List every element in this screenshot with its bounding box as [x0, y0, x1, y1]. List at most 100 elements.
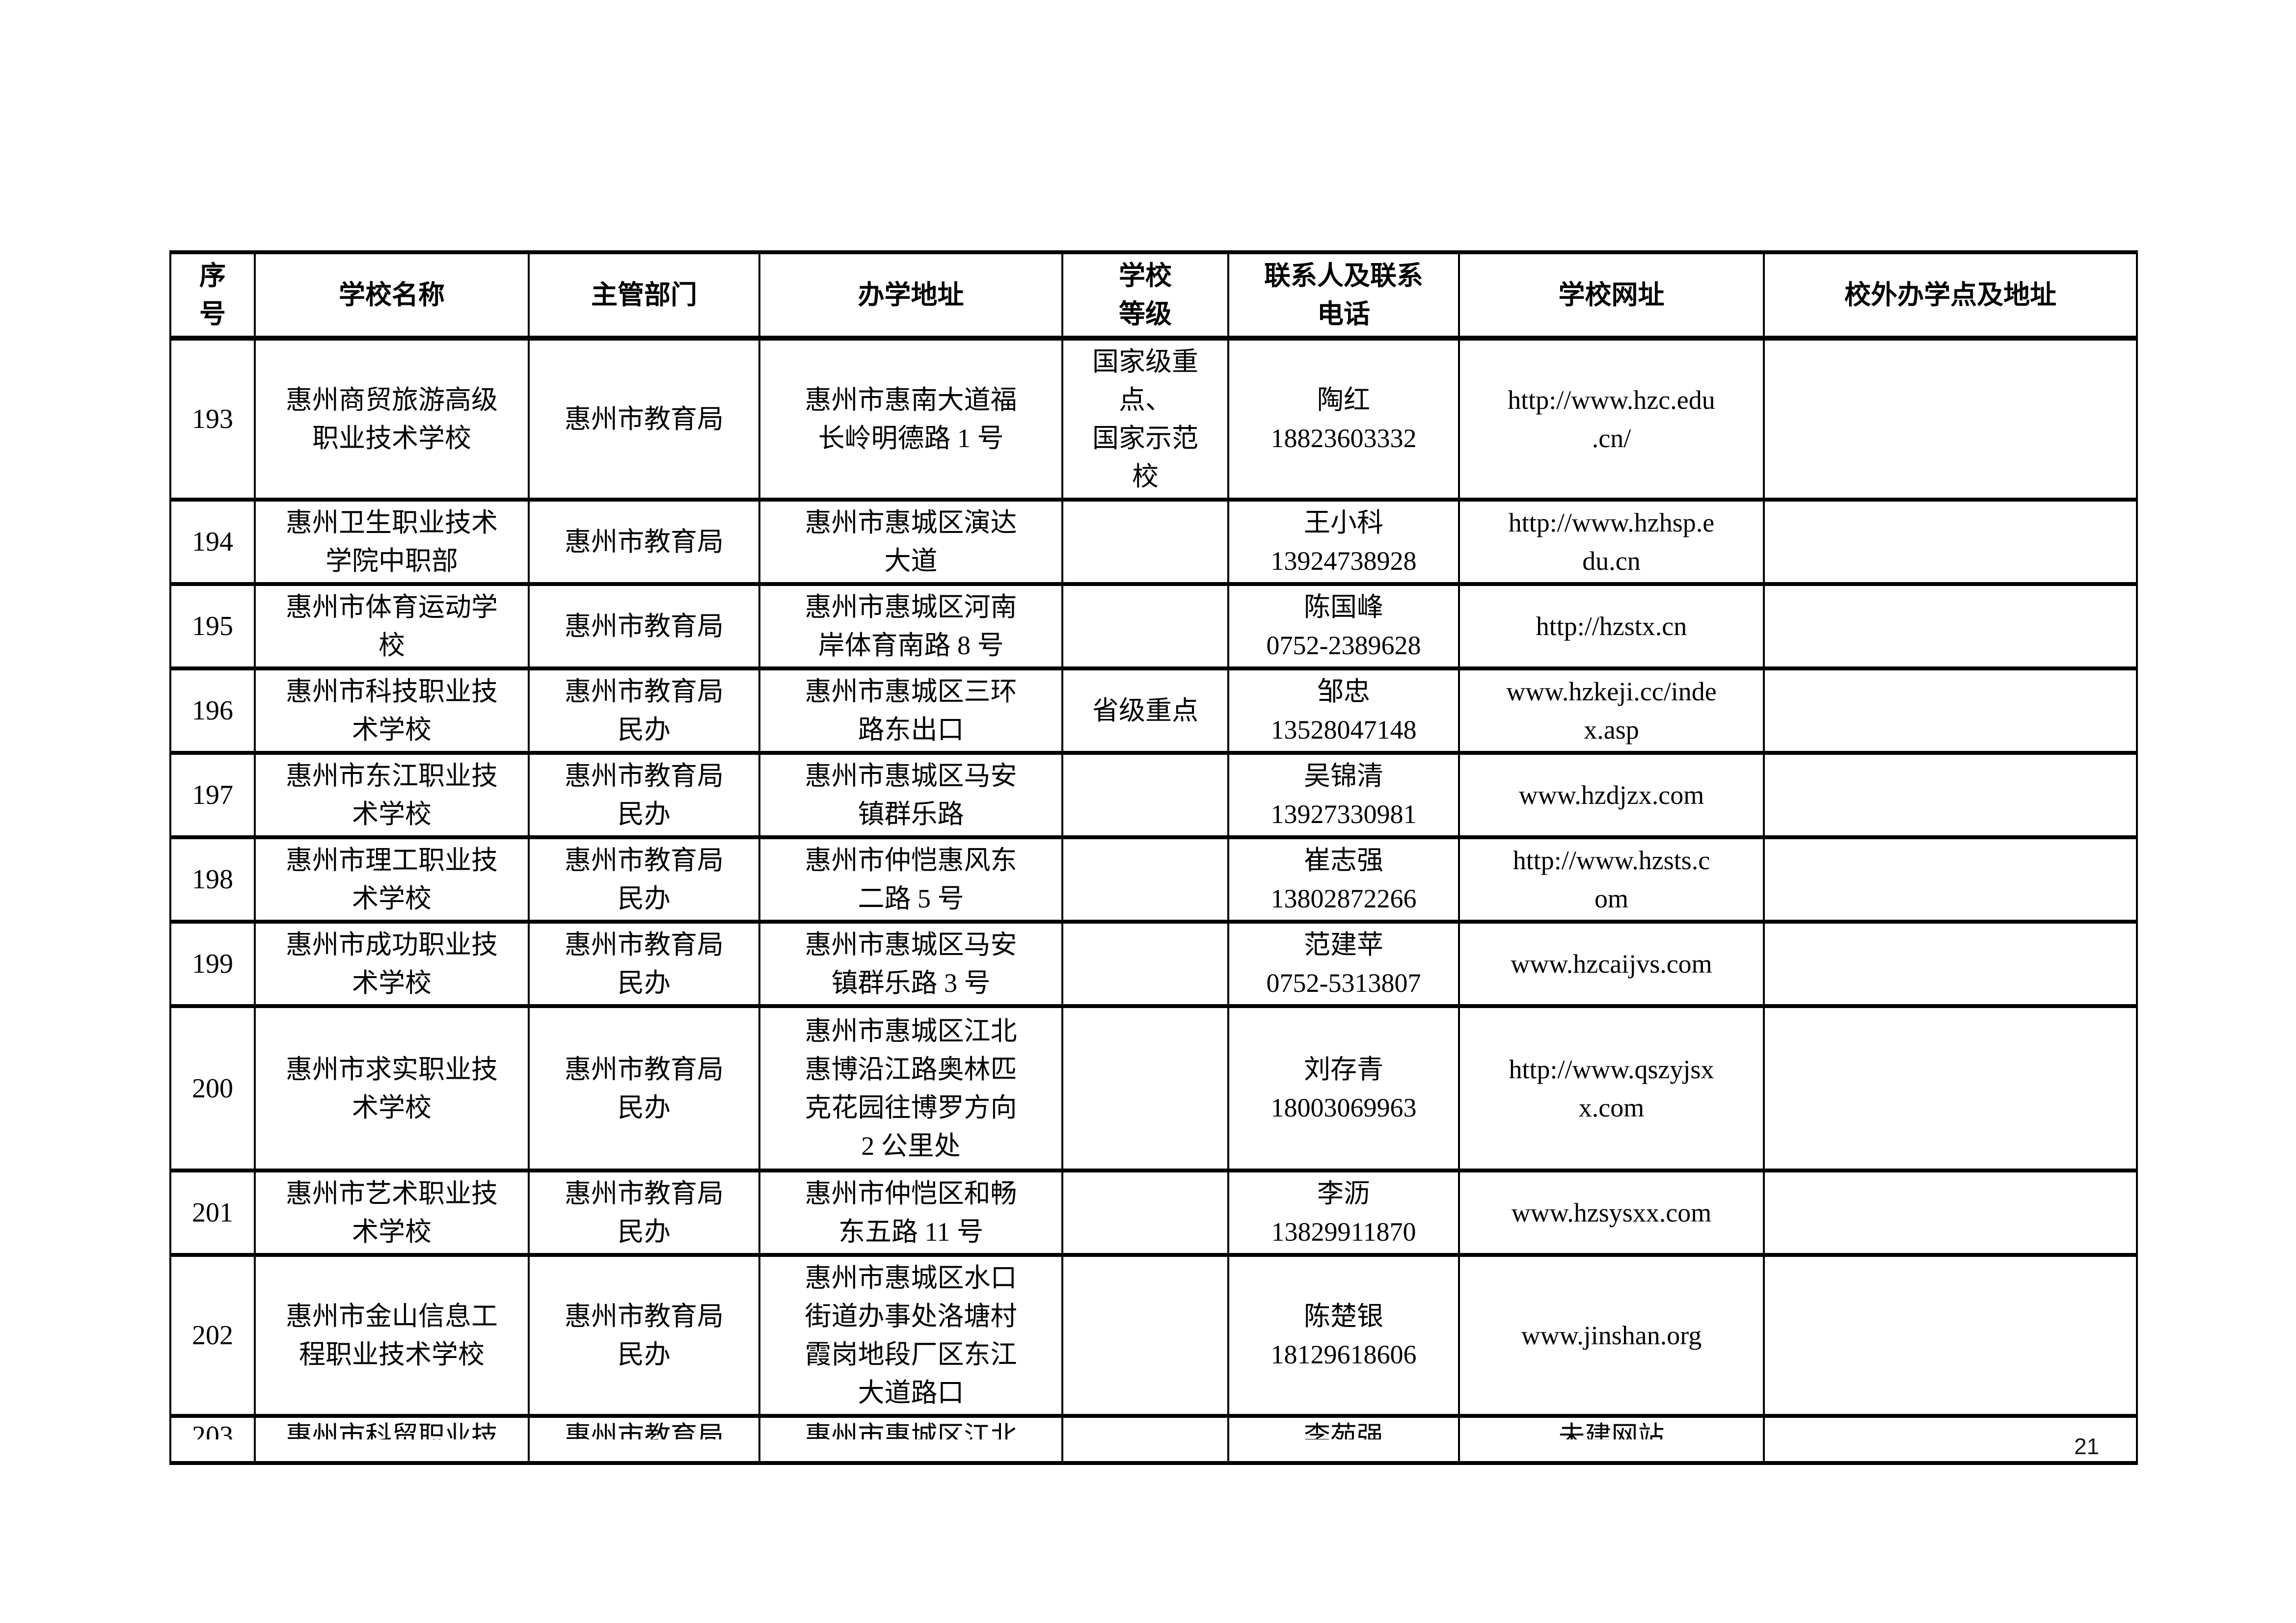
- cell-contact: 崔志强 13802872266: [1227, 835, 1460, 924]
- cell-department: 惠州市教育局 民办: [528, 666, 760, 755]
- column-header-level: 学校 等级: [1061, 250, 1229, 341]
- column-header-department-label: 主管部门: [591, 280, 697, 310]
- table-row-196: 196 惠州市科技职业技 术学校 惠州市教育局 民办 惠州市惠城区三环 路东出口…: [169, 666, 2138, 755]
- cell-department: 惠州市教育局 民办: [528, 1169, 760, 1257]
- cell-address: 惠州市惠城区马安 镇群乐路 3 号: [758, 920, 1063, 1008]
- cell-website: www.hzcaijvs.com: [1458, 920, 1765, 1008]
- cell-contact: 陶红 18823603332: [1227, 336, 1460, 502]
- contact-phone: 0752-5313807: [1266, 968, 1421, 998]
- column-header-no-label: 序 号: [199, 261, 226, 329]
- cell-offsite: [1763, 336, 2138, 502]
- cell-level: [1061, 1004, 1229, 1172]
- cell-address: 惠州市惠南大道福 长岭明德路 1 号: [758, 336, 1063, 502]
- cell-address: 惠州市惠城区河南 岸体育南路 8 号: [758, 582, 1063, 670]
- cell-offsite: [1763, 1169, 2138, 1257]
- cell-offsite: [1763, 582, 2138, 670]
- cell-department: 惠州市教育局 民办: [528, 1253, 760, 1418]
- column-header-school-name: 学校名称: [254, 250, 530, 341]
- cell-website: http://www.hzc.edu .cn/: [1458, 336, 1765, 502]
- contact-name: 李沥: [1317, 1179, 1370, 1208]
- cell-level: [1061, 1169, 1229, 1257]
- column-header-level-label: 学校 等级: [1119, 261, 1172, 329]
- table-row-199: 199 惠州市成功职业技 术学校 惠州市教育局 民办 惠州市惠城区马安 镇群乐路…: [169, 920, 2138, 1008]
- column-header-no: 序 号: [169, 250, 256, 341]
- contact-phone: 13927330981: [1270, 799, 1417, 829]
- cell-level: [1061, 835, 1229, 924]
- contact-phone: 18003069963: [1270, 1092, 1417, 1122]
- cell-contact: 李沥 13829911870: [1227, 1169, 1460, 1257]
- column-header-contact: 联系人及联系 电话: [1227, 250, 1460, 341]
- cell-level: [1061, 498, 1229, 586]
- cell-contact: 刘存青 18003069963: [1227, 1004, 1460, 1172]
- cell-school-name: 惠州市科贸职业技: [254, 1414, 530, 1465]
- cell-offsite: [1763, 498, 2138, 586]
- cell-department: 惠州市教育局 民办: [528, 835, 760, 924]
- cell-school-name: 惠州市东江职业技 术学校: [254, 751, 530, 839]
- cell-no: 202: [169, 1253, 256, 1418]
- cell-no: 198: [169, 835, 256, 924]
- cell-department: 惠州市教育局: [528, 498, 760, 586]
- table-row-193: 193 惠州商贸旅游高级 职业技术学校 惠州市教育局 惠州市惠南大道福 长岭明德…: [169, 336, 2138, 502]
- cell-school-name: 惠州市成功职业技 术学校: [254, 920, 530, 1008]
- cell-level: [1061, 751, 1229, 839]
- contact-phone: [1238, 1439, 1449, 1459]
- cell-no: 199: [169, 920, 256, 1008]
- cell-school-name: 惠州市求实职业技 术学校: [254, 1004, 530, 1172]
- cell-website: www.hzdjzx.com: [1458, 751, 1765, 839]
- cell-website: www.hzsysxx.com: [1458, 1169, 1765, 1257]
- cell-level: 国家级重 点、 国家示范 校: [1061, 336, 1229, 502]
- cell-school-name: 惠州市科技职业技 术学校: [254, 666, 530, 755]
- cell-website: http://www.hzsts.c om: [1458, 835, 1765, 924]
- cell-school-name: 惠州市体育运动学 校: [254, 582, 530, 670]
- contact-phone: 13829911870: [1271, 1217, 1416, 1247]
- cell-address: 惠州市惠城区演达 大道: [758, 498, 1063, 586]
- contact-name: 王小科: [1304, 508, 1383, 537]
- cell-department: 惠州市教育局: [528, 1414, 760, 1465]
- cell-level: 省级重点: [1061, 666, 1229, 755]
- column-header-department: 主管部门: [528, 250, 760, 341]
- contact-phone: 18129618606: [1270, 1340, 1417, 1369]
- school-list-table: 序 号 学校名称 主管部门 办学地址 学校 等级 联系人及联系 电话 学校网址 …: [169, 250, 2138, 1465]
- cell-contact: 范建苹 0752-5313807: [1227, 920, 1460, 1008]
- cell-address: 惠州市惠城区马安 镇群乐路: [758, 751, 1063, 839]
- cell-school-name: 惠州商贸旅游高级 职业技术学校: [254, 336, 530, 502]
- cell-address: 惠州市惠城区水口 街道办事处洛塘村 霞岗地段厂区东江 大道路口: [758, 1253, 1063, 1418]
- contact-name: 崔志强: [1304, 846, 1383, 875]
- cell-website: www.jinshan.org: [1458, 1253, 1765, 1418]
- cell-no: 203: [169, 1414, 256, 1465]
- cell-no: 195: [169, 582, 256, 670]
- cell-department: 惠州市教育局: [528, 336, 760, 502]
- cell-department: 惠州市教育局 民办: [528, 1004, 760, 1172]
- contact-name: 刘存青: [1304, 1054, 1383, 1084]
- table-row-198: 198 惠州市理工职业技 术学校 惠州市教育局 民办 惠州市仲恺惠风东 二路 5…: [169, 835, 2138, 924]
- cell-no: 193: [169, 336, 256, 502]
- cell-address: 惠州市惠城区三环 路东出口: [758, 666, 1063, 755]
- cell-no: 200: [169, 1004, 256, 1172]
- cell-contact: 陈国峰 0752-2389628: [1227, 582, 1460, 670]
- cell-address: 惠州市惠城区江北 惠博沿江路奥林匹 克花园往博罗方向 2 公里处: [758, 1004, 1063, 1172]
- column-header-website-label: 学校网址: [1558, 280, 1665, 310]
- column-header-website: 学校网址: [1458, 250, 1765, 341]
- cell-school-name: 惠州市金山信息工 程职业技术学校: [254, 1253, 530, 1418]
- contact-name: 陈国峰: [1304, 592, 1383, 622]
- table-row-197: 197 惠州市东江职业技 术学校 惠州市教育局 民办 惠州市惠城区马安 镇群乐路…: [169, 751, 2138, 839]
- cell-department: 惠州市教育局: [528, 582, 760, 670]
- contact-phone: 13924738928: [1270, 546, 1417, 576]
- column-header-school-name-label: 学校名称: [339, 280, 445, 310]
- cell-website: http://www.hzhsp.e du.cn: [1458, 498, 1765, 586]
- cell-offsite: [1763, 1414, 2138, 1465]
- cell-address: 惠州市仲恺区和畅 东五路 11 号: [758, 1169, 1063, 1257]
- header-row: 序 号 学校名称 主管部门 办学地址 学校 等级 联系人及联系 电话 学校网址 …: [169, 250, 2138, 341]
- cell-no: 201: [169, 1169, 256, 1257]
- column-header-address: 办学地址: [758, 250, 1063, 341]
- cell-level: [1061, 1253, 1229, 1418]
- cell-offsite: [1763, 920, 2138, 1008]
- column-header-offsite: 校外办学点及地址: [1763, 250, 2138, 341]
- cell-website: 未建网站: [1458, 1414, 1765, 1465]
- table-row-194: 194 惠州卫生职业技术 学院中职部 惠州市教育局 惠州市惠城区演达 大道 王小…: [169, 498, 2138, 586]
- column-header-offsite-label: 校外办学点及地址: [1844, 280, 2056, 310]
- cell-offsite: [1763, 835, 2138, 924]
- cell-no: 197: [169, 751, 256, 839]
- cell-no: 196: [169, 666, 256, 755]
